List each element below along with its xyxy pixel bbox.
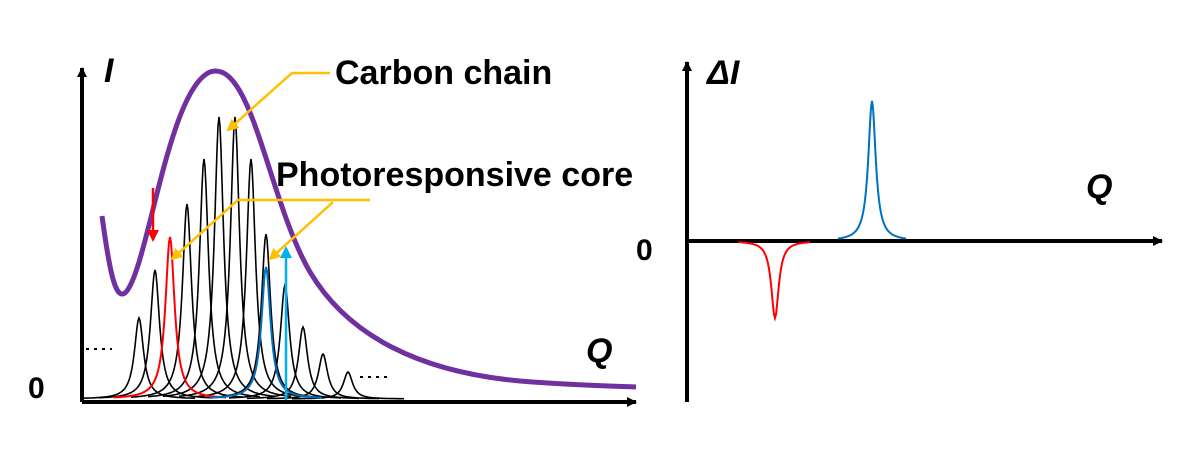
difference-decrease-peak (737, 241, 810, 322)
photoresponsive-core-pointer-right (268, 201, 334, 261)
left-panel: I Q 0 Carbon chain Photoresponsive core (28, 52, 637, 407)
blue-peak (210, 266, 322, 399)
black-peak (131, 203, 243, 398)
carbon-chain-envelope-curve (99, 68, 637, 390)
carbon-chain-label: Carbon chain (335, 54, 552, 92)
carbon-chain-pointer (226, 71, 330, 132)
photoresponsive-core-pointer-left (170, 198, 370, 261)
right-x-axis-label: Q (1086, 168, 1112, 206)
photoresponsive-core-label: Photoresponsive core (276, 156, 633, 194)
red-peak (113, 236, 227, 399)
left-x-axis-label: Q (586, 332, 612, 370)
black-peak (292, 370, 404, 400)
black-peak (162, 116, 276, 398)
right-panel: ΔI Q 0 (636, 54, 1163, 402)
black-peak (194, 158, 308, 398)
right-y-axis-label: ΔI (705, 54, 741, 92)
black-peak (247, 324, 359, 400)
left-zero-label: 0 (28, 372, 45, 405)
right-zero-label: 0 (636, 234, 653, 267)
black-peak (147, 158, 261, 398)
difference-increase-peak (837, 100, 907, 240)
left-y-axis-label: I (104, 52, 115, 90)
